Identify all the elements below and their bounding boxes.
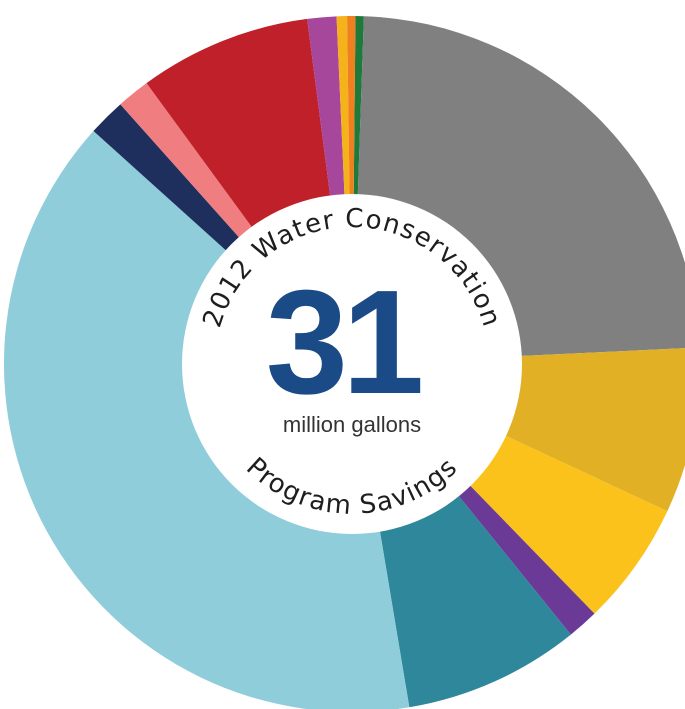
donut-slice-10 <box>146 18 331 229</box>
donut-slice-5 <box>457 484 595 635</box>
donut-slice-7 <box>4 131 410 709</box>
donut-slice-8 <box>93 104 241 252</box>
donut-slice-4 <box>469 435 668 614</box>
donut-slice-13 <box>347 15 356 197</box>
donut-slice-1 <box>353 16 364 197</box>
donut-slice-11 <box>307 16 345 198</box>
donut-slice-3 <box>504 348 685 512</box>
donut-slice-6 <box>379 494 571 708</box>
donut-slice-12 <box>336 16 350 197</box>
center-value: 31 <box>266 260 421 425</box>
donut-slice-2 <box>357 16 685 357</box>
center-unit: million gallons <box>283 412 421 437</box>
donut-slice-9 <box>120 83 253 239</box>
donut-center <box>182 194 522 534</box>
donut-slices <box>4 15 685 709</box>
